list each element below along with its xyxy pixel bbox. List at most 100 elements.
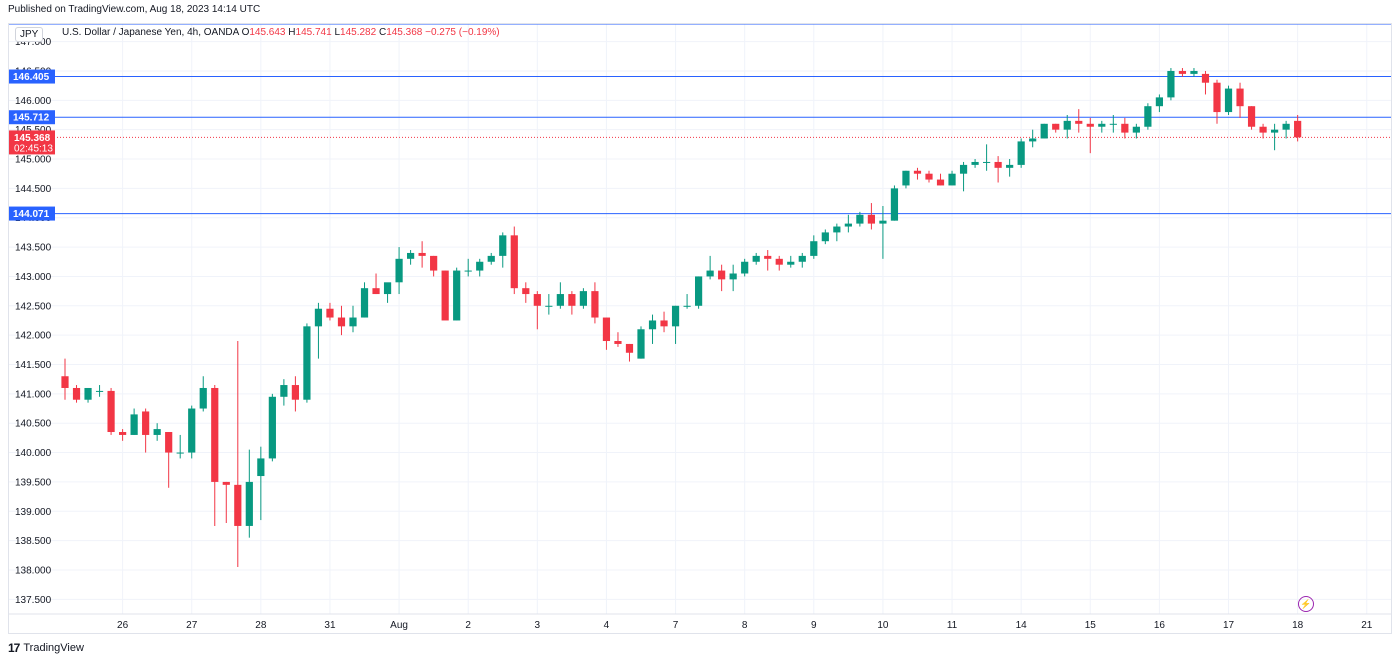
y-tick-label: 140.500	[15, 419, 52, 430]
candle-up	[752, 255, 760, 262]
candle-up	[464, 270, 472, 272]
candle-up	[245, 481, 253, 526]
x-tick-label: Aug	[390, 620, 408, 631]
level-label: 145.712	[13, 113, 50, 124]
x-tick-label: 18	[1292, 620, 1304, 631]
candle-up	[1224, 88, 1233, 113]
candle-up	[1063, 120, 1071, 130]
candle-up	[637, 329, 645, 359]
candle-up	[188, 408, 196, 453]
candle-down	[372, 288, 380, 295]
candle-up	[199, 387, 207, 409]
x-tick-label: 8	[742, 620, 748, 631]
candle-down	[1086, 123, 1094, 127]
published-caption: Published on TradingView.com, Aug 18, 20…	[8, 4, 261, 15]
legend-change: −0.275 (−0.19%)	[425, 27, 500, 38]
x-tick-label: 31	[324, 620, 336, 631]
candle-down	[994, 161, 1002, 168]
candle-down	[602, 317, 611, 342]
candle-up	[706, 270, 714, 277]
candle-up	[971, 161, 979, 165]
x-tick-label: 10	[877, 620, 889, 631]
candle-down	[418, 252, 426, 256]
candle-up	[671, 305, 680, 327]
y-tick-label: 137.500	[15, 595, 52, 606]
candle-up	[1282, 123, 1290, 130]
candle-down	[337, 317, 346, 327]
candle-up	[1017, 141, 1025, 165]
candle-up	[579, 291, 587, 306]
y-tick-label: 138.000	[15, 565, 52, 576]
candlestick-chart[interactable]: 137.500 138.000 138.500 139.000 139.500 140.0…	[9, 24, 1391, 633]
candle-up	[349, 317, 357, 327]
level-label-box	[9, 206, 55, 221]
chart-frame[interactable]: 137.500 138.000 138.500 139.000 139.500 140.0…	[8, 23, 1392, 634]
candle-up	[395, 258, 403, 283]
legend-close: 145.368	[386, 27, 423, 38]
y-tick-label: 140.000	[15, 448, 52, 459]
x-tick-label: 3	[535, 620, 541, 631]
candle-up	[1109, 123, 1117, 125]
y-tick-label: 141.000	[15, 389, 52, 400]
candle-up	[1040, 123, 1048, 139]
candle-up	[130, 414, 138, 435]
candle-up	[280, 385, 288, 397]
candle-down	[1294, 120, 1302, 138]
candle-up	[1006, 164, 1014, 168]
level-label-box	[9, 110, 55, 125]
current-price-box	[9, 130, 55, 155]
candle-down	[61, 376, 69, 388]
candle-up	[1167, 70, 1175, 98]
currency-badge[interactable]: JPY	[15, 27, 44, 42]
y-tick-label: 141.500	[15, 360, 52, 371]
legend-l-label: L	[334, 27, 341, 38]
level-label: 144.071	[13, 209, 50, 220]
candle-down	[222, 481, 230, 485]
candle-down	[1247, 106, 1256, 127]
candle-up	[314, 308, 323, 327]
candle-up	[810, 241, 818, 256]
legend-h-label: H	[288, 27, 296, 38]
lightning-icon[interactable]: ⚡	[1298, 596, 1314, 612]
candle-up	[729, 273, 737, 280]
candle-up	[84, 387, 92, 400]
candle-up	[487, 255, 495, 262]
candle-up	[407, 252, 415, 259]
legend-low: 145.282	[340, 27, 377, 38]
candle-up	[383, 282, 392, 295]
candle-up	[499, 235, 507, 256]
x-tick-label: 14	[1016, 620, 1028, 631]
candle-down	[119, 432, 127, 435]
candle-up	[476, 261, 484, 271]
candle-down	[107, 390, 115, 433]
footer-logo[interactable]: 17 TradingView	[8, 641, 84, 655]
candle-up	[1098, 123, 1106, 127]
candle-down	[1052, 123, 1060, 130]
legend-open: 145.643	[249, 27, 286, 38]
candle-up	[257, 458, 265, 477]
chart-legend: U.S. Dollar / Japanese Yen, 4h, OANDA O1…	[62, 27, 500, 38]
candle-down	[1259, 126, 1267, 133]
candle-up	[545, 305, 553, 307]
y-tick-label: 139.500	[15, 477, 52, 488]
candle-up	[153, 429, 161, 435]
legend-high: 145.741	[295, 27, 332, 38]
candle-up	[683, 305, 691, 307]
candle-up	[902, 170, 910, 186]
candle-up	[1132, 126, 1140, 133]
candle-up	[856, 214, 864, 224]
candle-down	[775, 258, 783, 265]
candle-up	[176, 452, 184, 454]
x-tick-label: 21	[1361, 620, 1373, 631]
y-tick-label: 147.000	[15, 37, 52, 48]
candle-down	[165, 432, 173, 453]
x-tick-label: 4	[604, 620, 610, 631]
y-tick-label: 139.000	[15, 507, 52, 518]
candle-up	[798, 255, 806, 262]
current-price-label: 145.368	[14, 133, 51, 144]
candle-down	[1075, 120, 1083, 124]
level-label-box	[9, 69, 55, 84]
x-tick-label: 2	[465, 620, 471, 631]
candle-down	[936, 179, 945, 186]
candle-down	[913, 170, 922, 174]
